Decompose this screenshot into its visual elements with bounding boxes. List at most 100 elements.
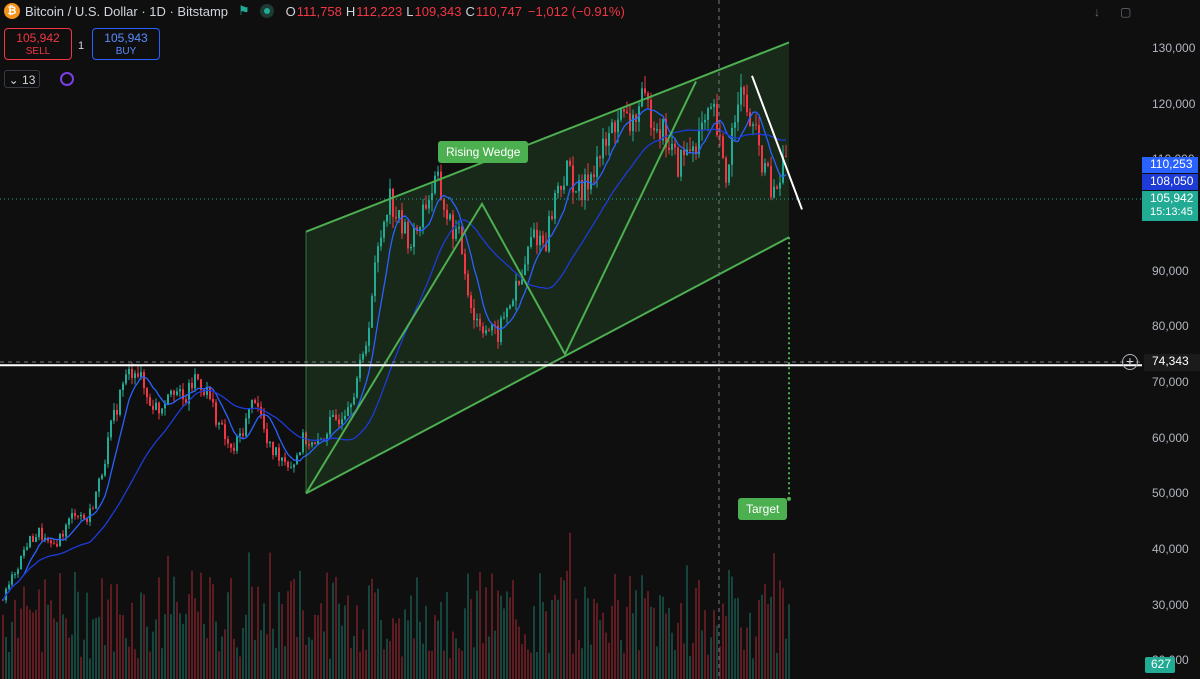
candle-body (728, 164, 730, 183)
volume-bar (590, 644, 592, 679)
candle-body (257, 403, 259, 407)
candle-body (536, 229, 538, 246)
volume-bar (218, 651, 220, 679)
candle-body (152, 405, 154, 410)
volume-bar (770, 596, 772, 679)
volume-bar (785, 638, 787, 679)
volume-bar (443, 650, 445, 679)
arrow-down-icon[interactable]: ↓ (1094, 5, 1100, 19)
candle-body (281, 457, 283, 461)
target-label[interactable]: Target (738, 498, 788, 520)
volume-bar (449, 658, 451, 679)
order-quantity[interactable]: 1 (78, 40, 85, 52)
volume-bar (746, 627, 748, 679)
volume-bar (644, 598, 646, 679)
volume-bar (101, 578, 103, 679)
candle-body (299, 452, 301, 456)
volume-bar (734, 598, 736, 679)
candle-body (626, 111, 628, 114)
volume-bar (119, 614, 121, 679)
candle-body (95, 491, 97, 509)
maximize-icon[interactable]: ▢ (1120, 5, 1132, 19)
candle-body (53, 543, 55, 545)
candle-body (317, 439, 319, 445)
volume-bar (569, 532, 571, 679)
candle-body (164, 404, 166, 409)
flag-icon[interactable]: ⚑ (238, 3, 250, 18)
volume-bar (71, 634, 73, 679)
volume-bar (545, 611, 547, 679)
candle-body (524, 264, 526, 275)
candle-body (170, 390, 172, 395)
candle-body (176, 391, 178, 395)
volume-bar (776, 652, 778, 679)
rising-wedge-label[interactable]: Rising Wedge (438, 141, 529, 163)
volume-bar (53, 618, 55, 679)
volume-bar (407, 620, 409, 679)
sync-icon[interactable] (60, 72, 74, 86)
indicators-toggle[interactable]: ⌄ 13 (4, 70, 40, 88)
volume-bar (341, 625, 343, 679)
volume-bar (539, 573, 541, 679)
candle-body (548, 216, 550, 252)
volume-bar (497, 590, 499, 679)
symbol-header: ₿ Bitcoin / U.S. Dollar · 1D · Bitstamp … (4, 3, 625, 19)
candle-body (437, 171, 439, 176)
volume-bar (500, 595, 502, 679)
wedge-swing-line (305, 80, 697, 494)
candle-body (8, 584, 10, 589)
volume-bar (215, 621, 217, 679)
volume-bar (269, 552, 271, 679)
volume-bar (356, 605, 358, 679)
candle-body (593, 174, 595, 177)
volume-bar (335, 576, 337, 679)
candle-body (590, 174, 592, 190)
volume-bar (701, 630, 703, 679)
volume-bar (428, 650, 430, 679)
candle-body (182, 389, 184, 400)
volume-bar (206, 638, 208, 679)
candle-body (452, 214, 454, 239)
ma-fast-price-label: 110,253 (1142, 157, 1198, 173)
volume-bar (620, 640, 622, 679)
volume-bar (23, 586, 25, 679)
price-axis[interactable]: 140,000130,000120,000110,000100,00090,00… (1142, 0, 1200, 679)
candle-body (560, 185, 562, 190)
candle-body (362, 353, 364, 360)
candle-body (218, 422, 220, 425)
candle-body (401, 209, 403, 234)
candle-body (716, 103, 718, 136)
volume-bar (74, 571, 76, 679)
candle-body (440, 171, 442, 200)
last-price-label: 105,942 (1142, 191, 1198, 207)
candle-body (785, 156, 787, 158)
buy-button[interactable]: 105,943 BUY (92, 28, 160, 60)
volume-bar (239, 656, 241, 679)
candle-body (314, 442, 316, 445)
volume-bar (83, 639, 85, 679)
sell-button[interactable]: 105,942 SELL (4, 28, 72, 60)
candle-body (284, 457, 286, 462)
volume-bar (251, 586, 253, 679)
candle-body (62, 533, 64, 537)
crosshair-plus-icon[interactable]: + (1122, 354, 1138, 370)
candle-body (137, 373, 139, 377)
indicators-count: 13 (22, 73, 36, 87)
volume-bar (647, 591, 649, 679)
candle-body (155, 402, 157, 410)
volume-bar (413, 638, 415, 679)
volume-bar (638, 650, 640, 679)
candle-body (410, 246, 412, 249)
candle-body (761, 145, 763, 173)
volume-bar (104, 645, 106, 679)
volume-bar (344, 605, 346, 679)
candle-body (746, 94, 748, 113)
candle-body (614, 122, 616, 133)
candle-body (59, 533, 61, 547)
close-label: C (465, 3, 475, 19)
candle-body (131, 368, 133, 379)
volume-bar (749, 612, 751, 679)
candle-body (482, 326, 484, 334)
symbol-title[interactable]: Bitcoin / U.S. Dollar · 1D · Bitstamp (25, 3, 228, 19)
